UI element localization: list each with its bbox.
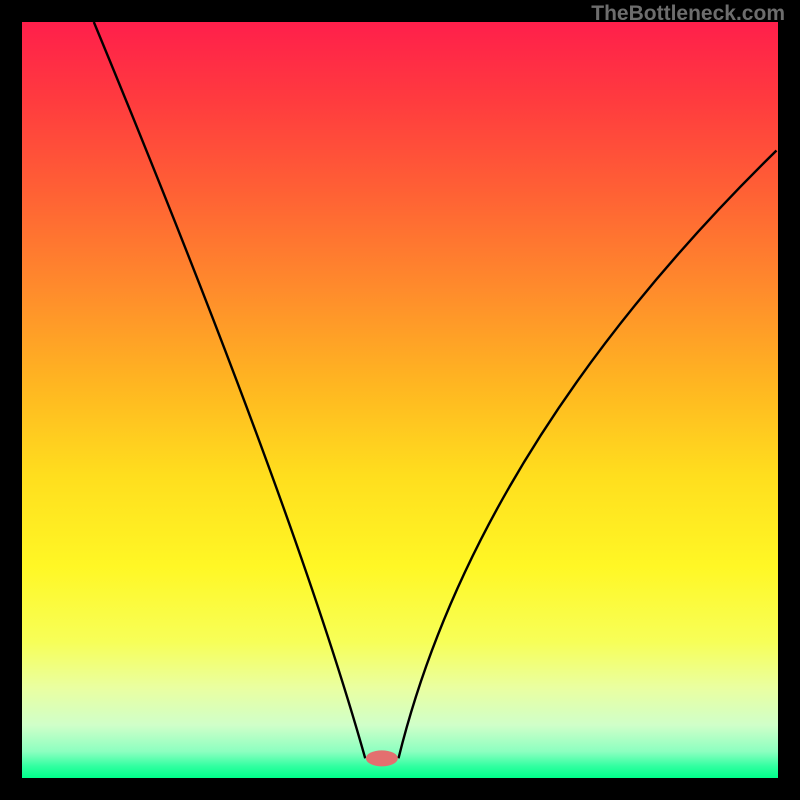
plot-background	[22, 22, 778, 778]
minimum-marker	[366, 750, 398, 766]
figure-root: TheBottleneck.com	[0, 0, 800, 800]
plot-svg	[0, 0, 800, 800]
watermark-text: TheBottleneck.com	[591, 2, 785, 26]
